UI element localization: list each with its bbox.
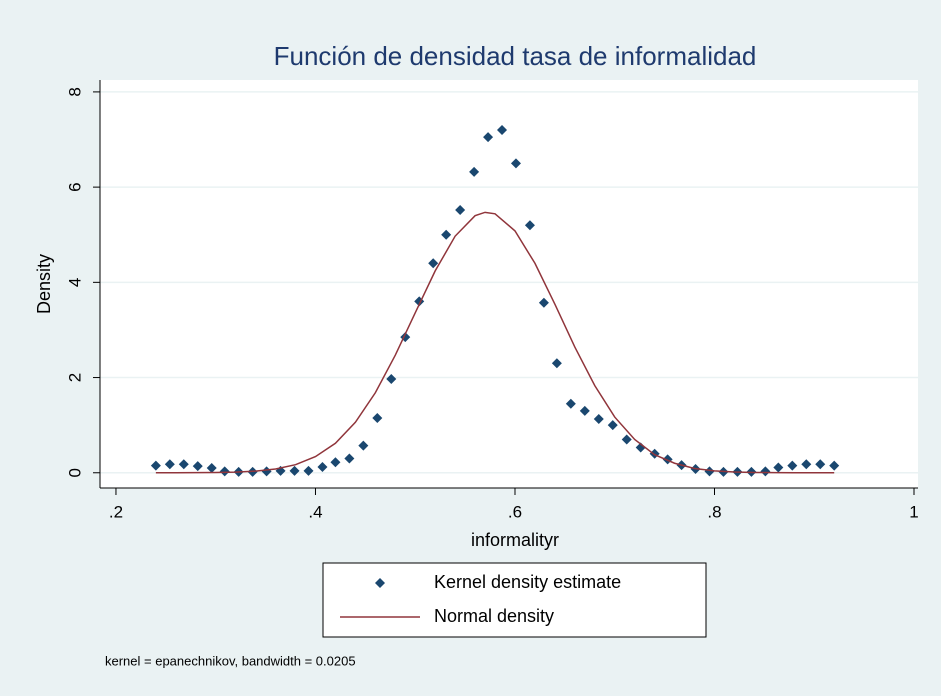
marker [192, 461, 203, 472]
x-tick-label: .8 [707, 502, 721, 521]
marker [704, 466, 715, 477]
marker [483, 132, 494, 143]
marker [441, 229, 452, 240]
marker [455, 204, 466, 215]
marker [330, 457, 341, 468]
marker [510, 158, 521, 169]
marker [317, 462, 328, 473]
marker [372, 413, 383, 424]
marker [760, 466, 771, 477]
marker [538, 297, 549, 308]
plot-area [100, 80, 918, 488]
legend-marker [375, 578, 385, 588]
x-axis-label: informalityr [471, 530, 559, 550]
y-axis-label: Density [34, 254, 54, 314]
x-tick-label: .2 [109, 502, 123, 521]
marker [497, 124, 508, 135]
marker [469, 166, 480, 177]
x-tick-label: 1 [909, 502, 918, 521]
marker [386, 373, 397, 384]
marker [551, 358, 562, 369]
marker [829, 460, 840, 471]
marker [178, 459, 189, 470]
y-tick-label: 4 [65, 278, 84, 287]
x-tick-label: .4 [308, 502, 322, 521]
marker [773, 462, 784, 473]
marker [261, 466, 272, 477]
y-tick-label: 2 [65, 373, 84, 382]
marker [621, 434, 632, 445]
marker [787, 460, 798, 471]
legend-label: Kernel density estimate [434, 572, 621, 592]
marker [579, 405, 590, 416]
marker [206, 463, 217, 474]
marker [593, 413, 604, 424]
marker [607, 420, 618, 431]
marker [344, 453, 355, 464]
marker [219, 466, 230, 477]
marker [801, 459, 812, 470]
y-tick-label: 0 [65, 468, 84, 477]
marker [164, 459, 175, 470]
marker [289, 465, 300, 476]
x-tick-label: .6 [508, 502, 522, 521]
legend-label: Normal density [434, 606, 554, 626]
note: kernel = epanechnikov, bandwidth = 0.020… [105, 653, 356, 668]
marker [150, 460, 161, 471]
y-tick-label: 8 [65, 87, 84, 96]
marker [303, 465, 314, 476]
legend-box [322, 562, 707, 638]
chart-title: Función de densidad tasa de informalidad [274, 41, 757, 71]
y-tick-label: 6 [65, 182, 84, 191]
marker [815, 459, 826, 470]
line [155, 211, 835, 474]
marker [524, 220, 535, 231]
marker [358, 440, 369, 451]
marker [428, 258, 439, 269]
marker [565, 398, 576, 409]
